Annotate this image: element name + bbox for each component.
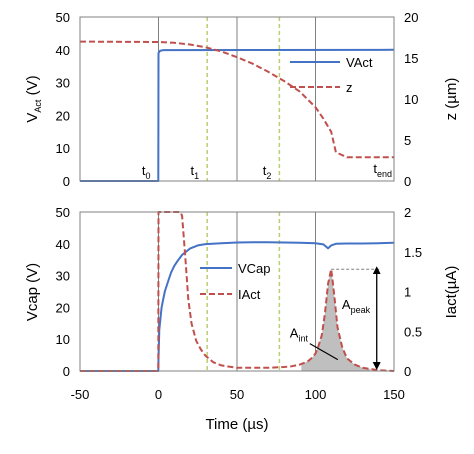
top-y-tick-labels: 0 10 20 30 40 50 xyxy=(56,10,70,189)
y2-tick-label: 5 xyxy=(404,133,411,148)
bottom-marker-lines xyxy=(206,212,281,371)
bottom-plot-frame xyxy=(79,211,395,372)
x-tick-label: 150 xyxy=(383,387,405,402)
bottom-y2-tick-labels: 0 0.5 1 1.5 2 xyxy=(404,205,422,379)
y-tick-label: 20 xyxy=(56,108,70,123)
top-y-axis-title-unit: (V) xyxy=(24,75,41,99)
x-tick-label: 0 xyxy=(155,387,162,402)
a-int-label: Aint xyxy=(290,326,309,344)
y-tick-label: 20 xyxy=(56,300,70,315)
y-tick-label: 50 xyxy=(56,10,70,25)
top-grid xyxy=(158,17,316,181)
y-tick-label: 50 xyxy=(56,205,70,220)
bottom-series xyxy=(80,211,395,372)
y-tick-label: 0 xyxy=(63,364,70,379)
y-tick-label: 10 xyxy=(56,332,70,347)
y-tick-label: 30 xyxy=(56,269,70,284)
bottom-y-axis-title: Vcap (V) xyxy=(24,263,41,321)
x-tick-label: 50 xyxy=(230,387,244,402)
top-legend: VAct z xyxy=(290,55,373,95)
a-int-leader-line xyxy=(309,343,339,361)
a-peak-label: Apeak xyxy=(342,297,371,315)
marker-label-t0: t0 xyxy=(142,163,151,181)
top-y2-tick-labels: 0 5 10 15 20 xyxy=(404,10,418,189)
marker-label-tend: tend xyxy=(373,161,392,179)
top-y2-axis-title: z (µm) xyxy=(443,78,460,121)
top-marker-lines xyxy=(206,17,281,181)
bottom-legend: VCap IAct xyxy=(200,261,271,302)
x-axis-title: Time (µs) xyxy=(205,416,268,433)
legend-label-z: z xyxy=(346,80,353,95)
y2-tick-label: 10 xyxy=(404,92,418,107)
top-y-axis-title: VAct (V) xyxy=(24,75,43,122)
y-tick-label: 30 xyxy=(56,76,70,91)
x-tick-label: 100 xyxy=(305,387,327,402)
bottom-annotations: Aint Apeak xyxy=(290,266,381,370)
series-vcap xyxy=(80,241,395,372)
y2-tick-label: 2 xyxy=(404,205,411,220)
y2-tick-label: 0 xyxy=(404,174,411,189)
legend-label-vcap: VCap xyxy=(238,261,271,276)
y2-tick-label: 20 xyxy=(404,10,418,25)
bottom-grid xyxy=(158,212,316,371)
y2-tick-label: 0.5 xyxy=(404,324,422,339)
top-y-axis-title-main: V xyxy=(24,113,41,123)
y-tick-label: 0 xyxy=(63,174,70,189)
y2-tick-label: 1 xyxy=(404,285,411,300)
y-tick-label: 40 xyxy=(56,237,70,252)
legend-label-vact: VAct xyxy=(346,55,373,70)
series-z xyxy=(79,40,394,159)
y2-tick-label: 15 xyxy=(404,51,418,66)
x-tick-label: -50 xyxy=(71,387,90,402)
marker-label-t2: t2 xyxy=(263,163,272,181)
top-y-axis-title-sub: Act xyxy=(33,99,43,113)
bottom-y-tick-labels: 0 10 20 30 40 50 xyxy=(56,205,70,379)
y2-tick-label: 0 xyxy=(404,364,411,379)
bottom-x-tick-labels: -50 0 50 100 150 xyxy=(71,387,405,402)
top-panel: 0 10 20 30 40 50 0 5 10 15 20 t0 t1 t2 tend VAct (V)… xyxy=(24,10,460,189)
top-plot-frame xyxy=(79,16,395,182)
y-tick-label: 40 xyxy=(56,43,70,58)
bottom-y2-axis-title: Iact(µA) xyxy=(443,266,460,319)
y2-tick-label: 1.5 xyxy=(404,245,422,260)
y-tick-label: 10 xyxy=(56,141,70,156)
marker-label-t1: t1 xyxy=(191,163,200,181)
top-marker-labels: t0 t1 t2 tend xyxy=(142,161,392,181)
legend-label-iact: IAct xyxy=(238,287,261,302)
